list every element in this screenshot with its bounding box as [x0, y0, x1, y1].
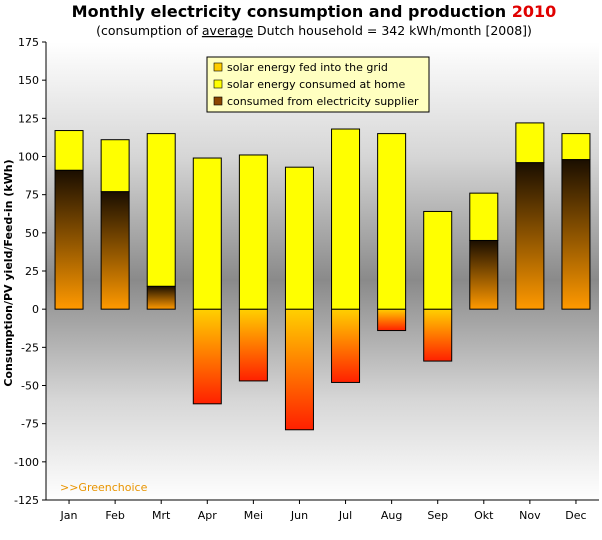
- legend-label-fed-into-grid: solar energy fed into the grid: [227, 61, 388, 74]
- bar-consumed-at-home: [238, 154, 268, 310]
- bar-consumed-at-home: [54, 130, 84, 171]
- bar-fed-into-grid: [377, 308, 407, 332]
- x-tick-label: Apr: [198, 509, 218, 522]
- bar-fed-into-grid: [331, 308, 361, 383]
- x-tick-label: Jul: [338, 509, 352, 522]
- y-tick-label: 75: [25, 189, 39, 202]
- x-tick-label: Jun: [290, 509, 308, 522]
- plot-area: [46, 42, 599, 500]
- y-tick-label: 25: [25, 265, 39, 278]
- bar-consumed-at-home: [284, 166, 314, 310]
- y-tick-label: -125: [14, 494, 39, 507]
- bar-consumed-at-home: [469, 192, 499, 241]
- y-axis-label: Consumption/PV yield/Feed-in (kWh): [2, 159, 15, 386]
- chart-title: Monthly electricity consumption and prod…: [72, 2, 557, 21]
- bar-from-supplier: [469, 239, 499, 310]
- bar-consumed-at-home: [561, 133, 591, 161]
- y-tick-label: 0: [32, 303, 39, 316]
- bar-from-supplier: [515, 162, 545, 310]
- subtitle-underlined: average: [202, 23, 253, 38]
- y-tick-label: 125: [18, 112, 39, 125]
- x-tick-label: Aug: [381, 509, 402, 522]
- bar-consumed-at-home: [192, 157, 222, 310]
- chart-title-year: 2010: [512, 2, 557, 21]
- greenchoice-watermark: >>Greenchoice: [60, 481, 148, 494]
- y-tick-label: 100: [18, 151, 39, 164]
- y-tick-label: -50: [21, 380, 39, 393]
- y-tick-label: -25: [21, 341, 39, 354]
- legend-swatch-fed-into-grid: [213, 62, 223, 72]
- chart-title-main: Monthly electricity consumption and prod…: [72, 2, 507, 21]
- legend-label-from-supplier: consumed from electricity supplier: [227, 95, 419, 108]
- bar-consumed-at-home: [146, 133, 176, 287]
- bar-consumed-at-home: [100, 139, 130, 193]
- bar-from-supplier: [100, 191, 130, 310]
- bar-from-supplier: [146, 285, 176, 310]
- subtitle-prefix: (consumption of: [96, 23, 202, 38]
- bar-consumed-at-home: [515, 122, 545, 164]
- bar-fed-into-grid: [284, 308, 314, 431]
- bar-from-supplier: [54, 169, 84, 310]
- legend-label-consumed-at-home: solar energy consumed at home: [227, 78, 405, 91]
- legend-swatch-from-supplier: [213, 96, 223, 106]
- legend-swatch-consumed-at-home: [213, 79, 223, 89]
- chart-subtitle: (consumption of average Dutch household …: [96, 23, 532, 38]
- legend: solar energy fed into the grid solar ene…: [206, 56, 430, 113]
- x-tick-label: Dec: [565, 509, 586, 522]
- x-tick-label: Mei: [244, 509, 263, 522]
- bar-fed-into-grid: [192, 308, 222, 405]
- subtitle-suffix: Dutch household = 342 kWh/month [2008]): [253, 23, 532, 38]
- bar-fed-into-grid: [238, 308, 268, 382]
- x-tick-label: Jan: [60, 509, 78, 522]
- x-tick-label: Okt: [474, 509, 494, 522]
- bars: [54, 122, 591, 431]
- y-tick-label: 150: [18, 74, 39, 87]
- x-tick-label: Mrt: [152, 509, 171, 522]
- y-tick-label: 50: [25, 227, 39, 240]
- x-tick-label: Feb: [105, 509, 124, 522]
- bar-consumed-at-home: [423, 210, 453, 310]
- legend-box: [206, 56, 430, 113]
- x-tick-label: Nov: [519, 509, 541, 522]
- x-tick-labels: Jan Feb Mrt Apr Mei Jun Jul Aug Sep Okt Nov Dec: [60, 500, 587, 522]
- bar-from-supplier: [561, 159, 591, 310]
- y-tick-label: 175: [18, 36, 39, 49]
- bar-fed-into-grid: [423, 308, 453, 362]
- bar-consumed-at-home: [377, 133, 407, 310]
- y-tick-label: -100: [14, 456, 39, 469]
- x-tick-label: Sep: [427, 509, 448, 522]
- bar-consumed-at-home: [331, 128, 361, 310]
- y-tick-label: -75: [21, 418, 39, 431]
- axes: 175 150 125 100 75 50 25 0 -25 -50 -75 -100 -125: [14, 36, 599, 507]
